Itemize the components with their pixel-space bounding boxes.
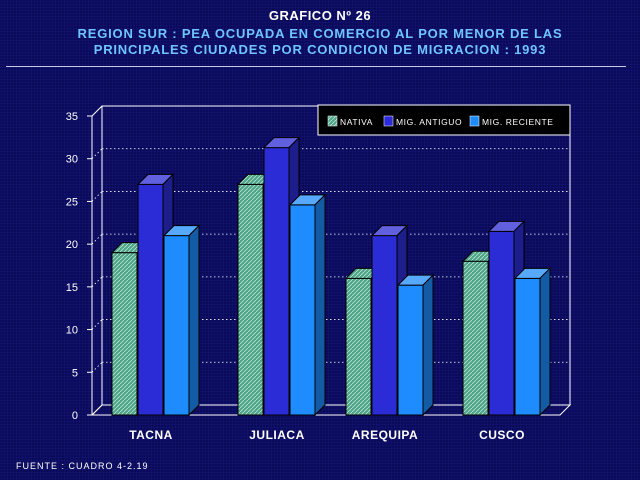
bar-front — [111, 252, 138, 416]
x-tick-label: CUSCO — [479, 428, 525, 442]
bar-front — [488, 230, 515, 416]
y-tick-label: 5 — [72, 367, 78, 379]
chart-title-line2: PRINCIPALES CIUDADES POR CONDICION DE MI… — [93, 42, 547, 57]
legend-swatch-mig_antiguo — [383, 115, 394, 127]
bar-side — [314, 193, 326, 417]
y-tick-label: 25 — [66, 196, 78, 208]
graph-label: GRAFICO Nº 26 — [268, 8, 372, 23]
bar-side — [422, 273, 434, 417]
x-tick-label: JULIACA — [249, 428, 305, 442]
y-tick-label: 10 — [66, 325, 78, 337]
bar-front — [237, 183, 264, 416]
x-tick-label: TACNA — [129, 428, 173, 442]
title-divider — [6, 66, 626, 67]
chart-title-line1: REGION SUR : PEA OCUPADA EN COMERCIO AL … — [77, 26, 563, 41]
bar-mig_reciente-tacna — [162, 224, 201, 417]
grid-diag — [91, 362, 103, 373]
y-tick-label: 30 — [66, 154, 78, 166]
bar-front — [163, 235, 190, 416]
legend: NATIVA MIG. ANTIGUO MIG. RECIENTE — [317, 104, 571, 136]
wall-top-edge — [91, 105, 103, 117]
y-tick-label: 20 — [66, 239, 78, 251]
bar-front — [371, 235, 398, 416]
legend-swatch-nativa — [327, 115, 338, 127]
bar-front — [345, 277, 372, 416]
legend-box — [317, 104, 571, 136]
y-tick-label: 0 — [72, 410, 78, 422]
legend-label-mig_antiguo: MIG. ANTIGUO — [396, 117, 462, 127]
x-tick-label: AREQUIPA — [352, 428, 418, 442]
bar-front — [397, 284, 424, 416]
grid-diag — [91, 319, 103, 330]
grid-diag — [91, 191, 103, 202]
bar-front — [289, 204, 316, 416]
legend-label-nativa: NATIVA — [340, 117, 373, 127]
bar-side — [539, 267, 551, 417]
grid-diag — [91, 233, 103, 245]
y-tick-label: 35 — [66, 111, 78, 123]
bar-mig_reciente-cusco — [513, 267, 552, 417]
legend-label-mig_reciente: MIG. RECIENTE — [482, 117, 554, 127]
bar-mig_reciente-juliaca — [288, 193, 327, 417]
grid-diag — [91, 276, 103, 288]
bar-front — [514, 277, 541, 416]
bar-mig_reciente-arequipa — [396, 273, 435, 417]
bar-front — [462, 260, 489, 416]
legend-swatch-mig_reciente — [469, 115, 480, 127]
bar-front — [137, 183, 164, 416]
bar-front — [263, 147, 290, 416]
grid-diag — [91, 148, 103, 159]
source-note: FUENTE : CUADRO 4-2.19 — [16, 461, 149, 471]
bar-side — [188, 224, 200, 417]
y-tick-label: 15 — [66, 282, 78, 294]
